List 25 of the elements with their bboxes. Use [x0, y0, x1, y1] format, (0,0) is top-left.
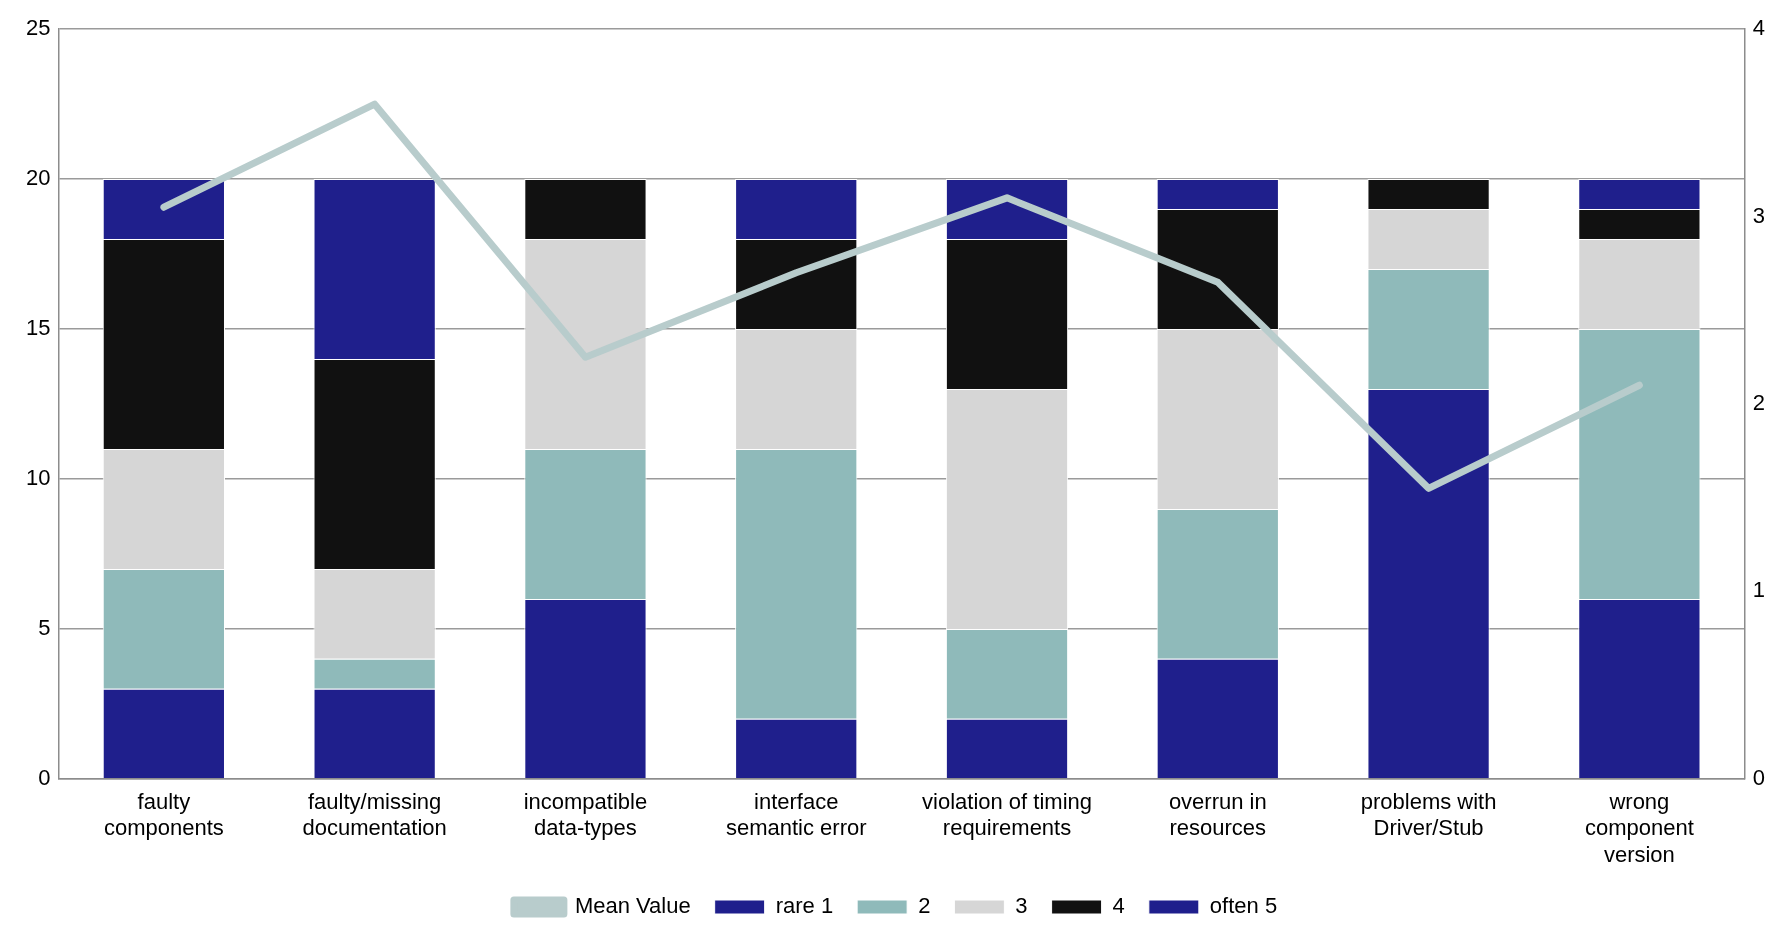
y-tick-label: 0 [38, 764, 51, 790]
x-tick-label: problems with Driver/Stub [1360, 789, 1497, 841]
y-tick-label: 10 [25, 465, 51, 491]
y2-tick-label: 0 [1752, 764, 1766, 790]
x-tick-label: faulty/missing documentation [302, 789, 447, 841]
x-tick-label: wrong component version [1584, 789, 1694, 867]
y-tick-label: 20 [25, 165, 51, 191]
y2-tick-label: 2 [1752, 390, 1766, 416]
legend-label: often 5 [1209, 893, 1278, 919]
x-tick-label: interface semantic error [725, 789, 867, 841]
x-tick-label: overrun in resources [1168, 789, 1267, 841]
legend-label: Mean Value [574, 893, 691, 919]
x-tick-label: faulty components [103, 789, 224, 841]
legend-label: 3 [1015, 893, 1028, 919]
x-tick-label: incompatible data-types [523, 789, 648, 841]
x-tick-label: violation of timing requirements [922, 789, 1092, 841]
y-tick-label: 5 [38, 614, 51, 640]
legend-label: 4 [1112, 893, 1125, 919]
y-tick-label: 25 [25, 15, 51, 41]
y-tick-label: 15 [25, 315, 51, 341]
legend-label: 2 [918, 893, 931, 919]
y2-tick-label: 4 [1752, 15, 1766, 41]
y2-tick-label: 3 [1752, 202, 1766, 228]
legend-label: rare 1 [775, 893, 834, 919]
y2-tick-label: 1 [1752, 577, 1766, 603]
